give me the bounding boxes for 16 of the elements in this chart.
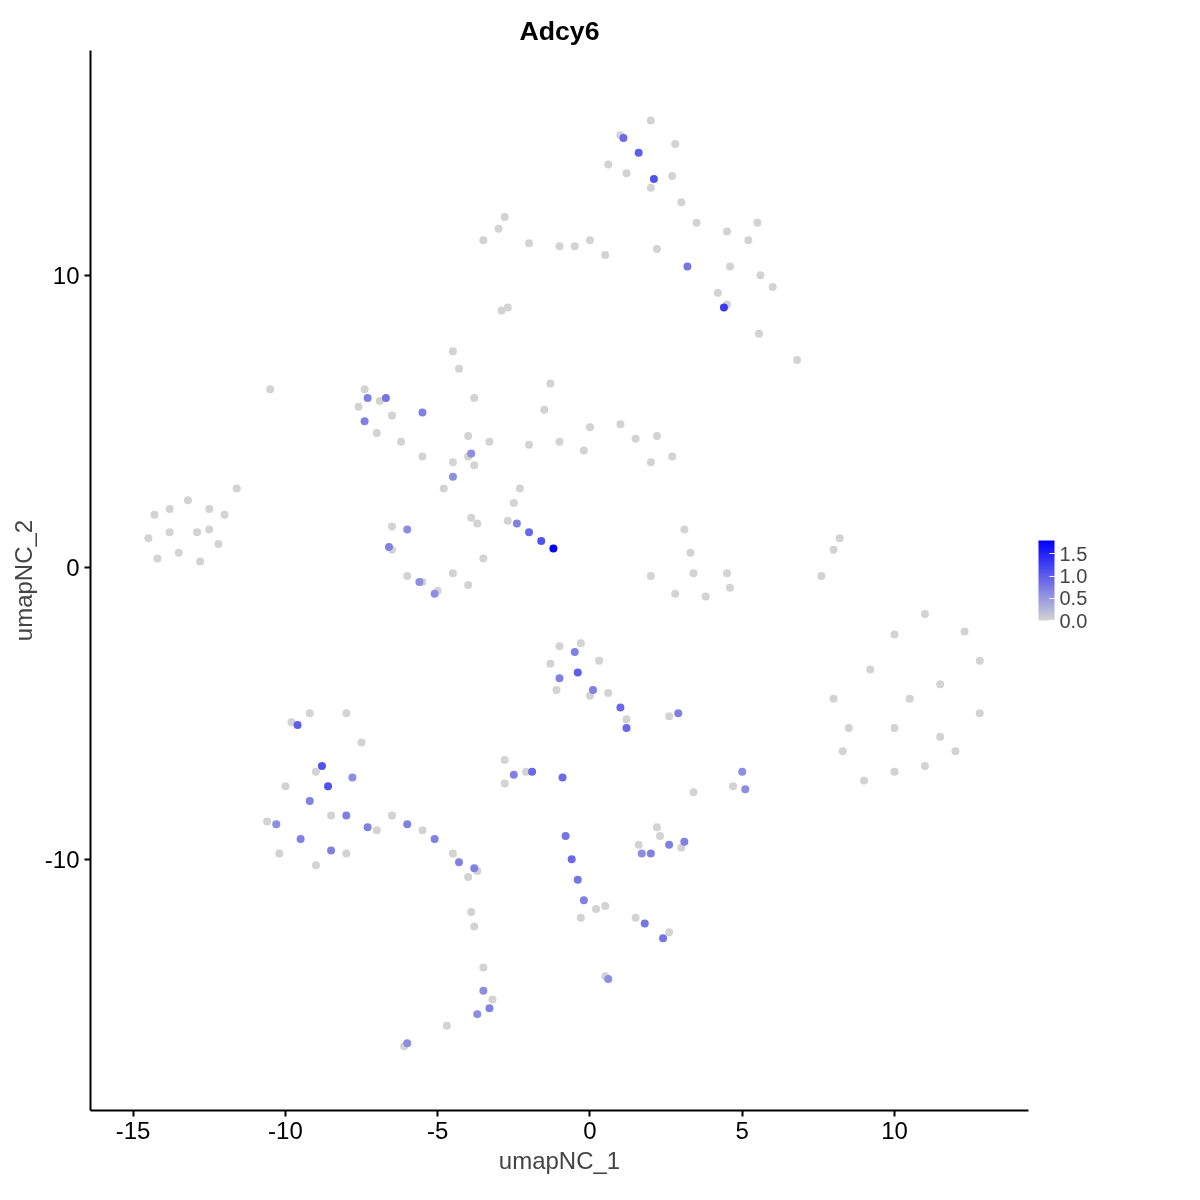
y-tick-label: 10 <box>52 261 80 289</box>
color-bar-label: 1.0 <box>1059 565 1088 588</box>
x-axis-title: umapNC_1 <box>498 1146 621 1174</box>
color-bar-label: 0.5 <box>1059 587 1088 610</box>
x-tick-label: -10 <box>268 1116 303 1144</box>
x-tick-label: -5 <box>427 1116 449 1144</box>
color-bar-label: 0.0 <box>1059 609 1088 632</box>
y-tick-label: 0 <box>66 553 80 581</box>
y-axis-title: umapNC_2 <box>9 519 37 642</box>
x-tick-label: 10 <box>881 1116 908 1144</box>
x-tick-label: -15 <box>115 1116 151 1144</box>
color-bar-label: 1.5 <box>1059 542 1088 565</box>
x-tick-label: 0 <box>583 1116 597 1144</box>
chart-title: Adcy6 <box>519 15 600 46</box>
x-tick-label: 5 <box>735 1116 749 1144</box>
y-tick-label: -10 <box>44 845 80 873</box>
